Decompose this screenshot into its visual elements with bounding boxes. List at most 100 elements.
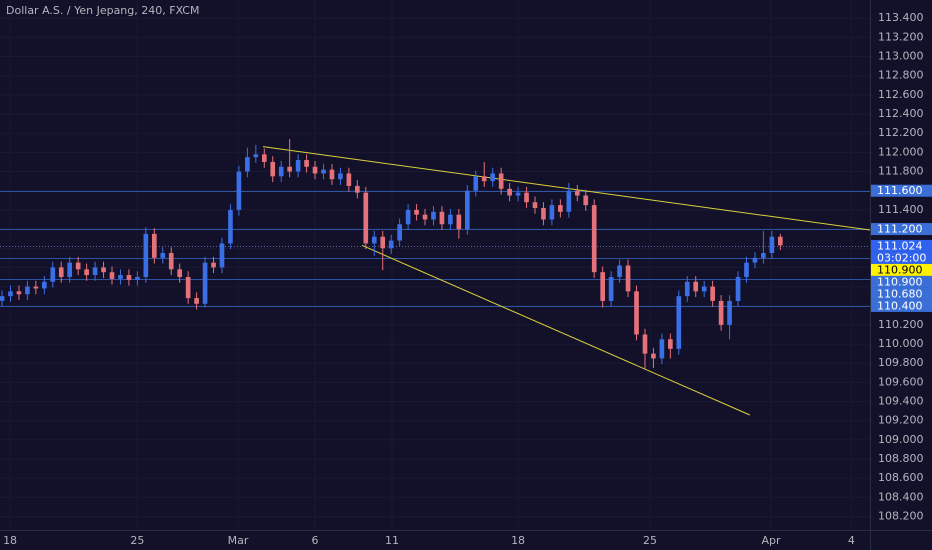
price-tag-label: 111.600: [877, 184, 923, 197]
candle-body: [355, 185, 360, 193]
y-tick-label: 113.000: [878, 50, 924, 63]
y-tick-label: 108.600: [878, 471, 924, 484]
candle-body: [329, 169, 335, 180]
candle-body: [464, 190, 470, 230]
y-tick-label: 109.600: [878, 375, 924, 388]
candle-body: [8, 291, 13, 297]
candle-body: [211, 262, 216, 268]
candle-body: [473, 176, 479, 191]
countdown-tag: [871, 251, 932, 264]
candle-body: [566, 190, 572, 212]
candle-body: [769, 236, 775, 254]
candle-body: [431, 211, 436, 220]
candle-body: [718, 300, 724, 325]
candle-body: [101, 267, 106, 273]
price-tag: [871, 287, 932, 300]
price-tag: [871, 239, 932, 252]
price-tag: [871, 263, 932, 276]
y-tick-label: 112.000: [878, 145, 924, 158]
candle-body: [42, 281, 47, 289]
candle-body: [710, 286, 715, 301]
x-tick-label: Mar: [228, 534, 249, 547]
candle-body: [481, 176, 487, 182]
candle-body: [270, 161, 276, 177]
candle-body: [253, 154, 259, 158]
candle-body: [583, 195, 589, 206]
candle-body: [778, 236, 783, 246]
candle-body: [228, 209, 233, 244]
chart-title: Dollar A.S. / Yen Jepang, 240, FXCM: [6, 4, 199, 17]
candle-body: [397, 224, 402, 241]
candle-body: [185, 276, 191, 299]
candle-body: [75, 262, 81, 270]
candle-body: [532, 202, 538, 208]
y-tick-label: 110.200: [878, 318, 924, 331]
candle-body: [321, 169, 326, 174]
y-tick-label: 109.800: [878, 356, 924, 369]
countdown-label: 03:02:00: [877, 251, 926, 264]
candle-body: [752, 257, 758, 263]
price-tag: [871, 299, 932, 312]
candle-body: [236, 171, 242, 210]
candle-body: [278, 166, 284, 177]
candle-body: [668, 339, 673, 349]
candle-body: [515, 192, 521, 196]
candle-body: [727, 300, 732, 325]
candle-body: [109, 272, 115, 279]
candle-body: [151, 233, 157, 258]
candle-body: [574, 190, 580, 196]
candle-body: [541, 207, 546, 220]
candle-body: [194, 298, 199, 304]
price-tag-label: 111.200: [877, 223, 923, 236]
candle-body: [684, 281, 690, 297]
y-tick-label: 112.400: [878, 107, 924, 120]
candle-body: [625, 265, 631, 292]
y-tick-label: 109.200: [878, 414, 924, 427]
price-tag-label: 110.900: [877, 263, 923, 276]
y-tick-label: 109.000: [878, 433, 924, 446]
candle-body: [659, 339, 665, 359]
candle-body: [735, 276, 741, 301]
trendline: [361, 244, 751, 416]
x-tick-label: 11: [385, 534, 399, 547]
x-tick-label: 25: [643, 534, 657, 547]
candle-body: [177, 269, 183, 277]
candle-body: [608, 276, 614, 301]
price-tag-label: 110.900: [877, 275, 923, 288]
candle-body: [558, 205, 563, 212]
candle-body: [126, 275, 132, 280]
candle-body: [135, 276, 140, 280]
candle-body: [304, 160, 309, 167]
y-tick-label: 112.600: [878, 88, 924, 101]
candle-body: [168, 253, 174, 270]
candle-body: [338, 173, 343, 180]
candle-body: [701, 286, 707, 292]
x-tick-label: 25: [130, 534, 144, 547]
candle-body: [422, 214, 428, 220]
price-tag: [871, 275, 932, 288]
y-tick-label: 113.200: [878, 30, 924, 43]
candle-body: [693, 281, 699, 292]
candle-body: [600, 272, 605, 301]
candle-body: [405, 209, 411, 225]
x-tick-label: 18: [3, 534, 17, 547]
y-tick-label: 112.200: [878, 126, 924, 139]
y-tick-label: 110.000: [878, 337, 924, 350]
y-tick-label: 113.400: [878, 11, 924, 24]
candle-body: [744, 262, 749, 277]
candle-body: [261, 154, 267, 162]
candle-body: [761, 253, 766, 258]
price-tag: [871, 184, 932, 197]
y-tick-label: 108.200: [878, 510, 924, 523]
candle-body: [346, 173, 352, 186]
x-tick-label: Apr: [762, 534, 782, 547]
candle-body: [25, 286, 30, 295]
candle-body: [549, 205, 555, 220]
x-tick-label: 18: [511, 534, 525, 547]
candle-body: [67, 262, 73, 277]
candle-body: [448, 214, 453, 225]
candle-body: [160, 253, 166, 258]
y-tick-label: 111.400: [878, 203, 924, 216]
